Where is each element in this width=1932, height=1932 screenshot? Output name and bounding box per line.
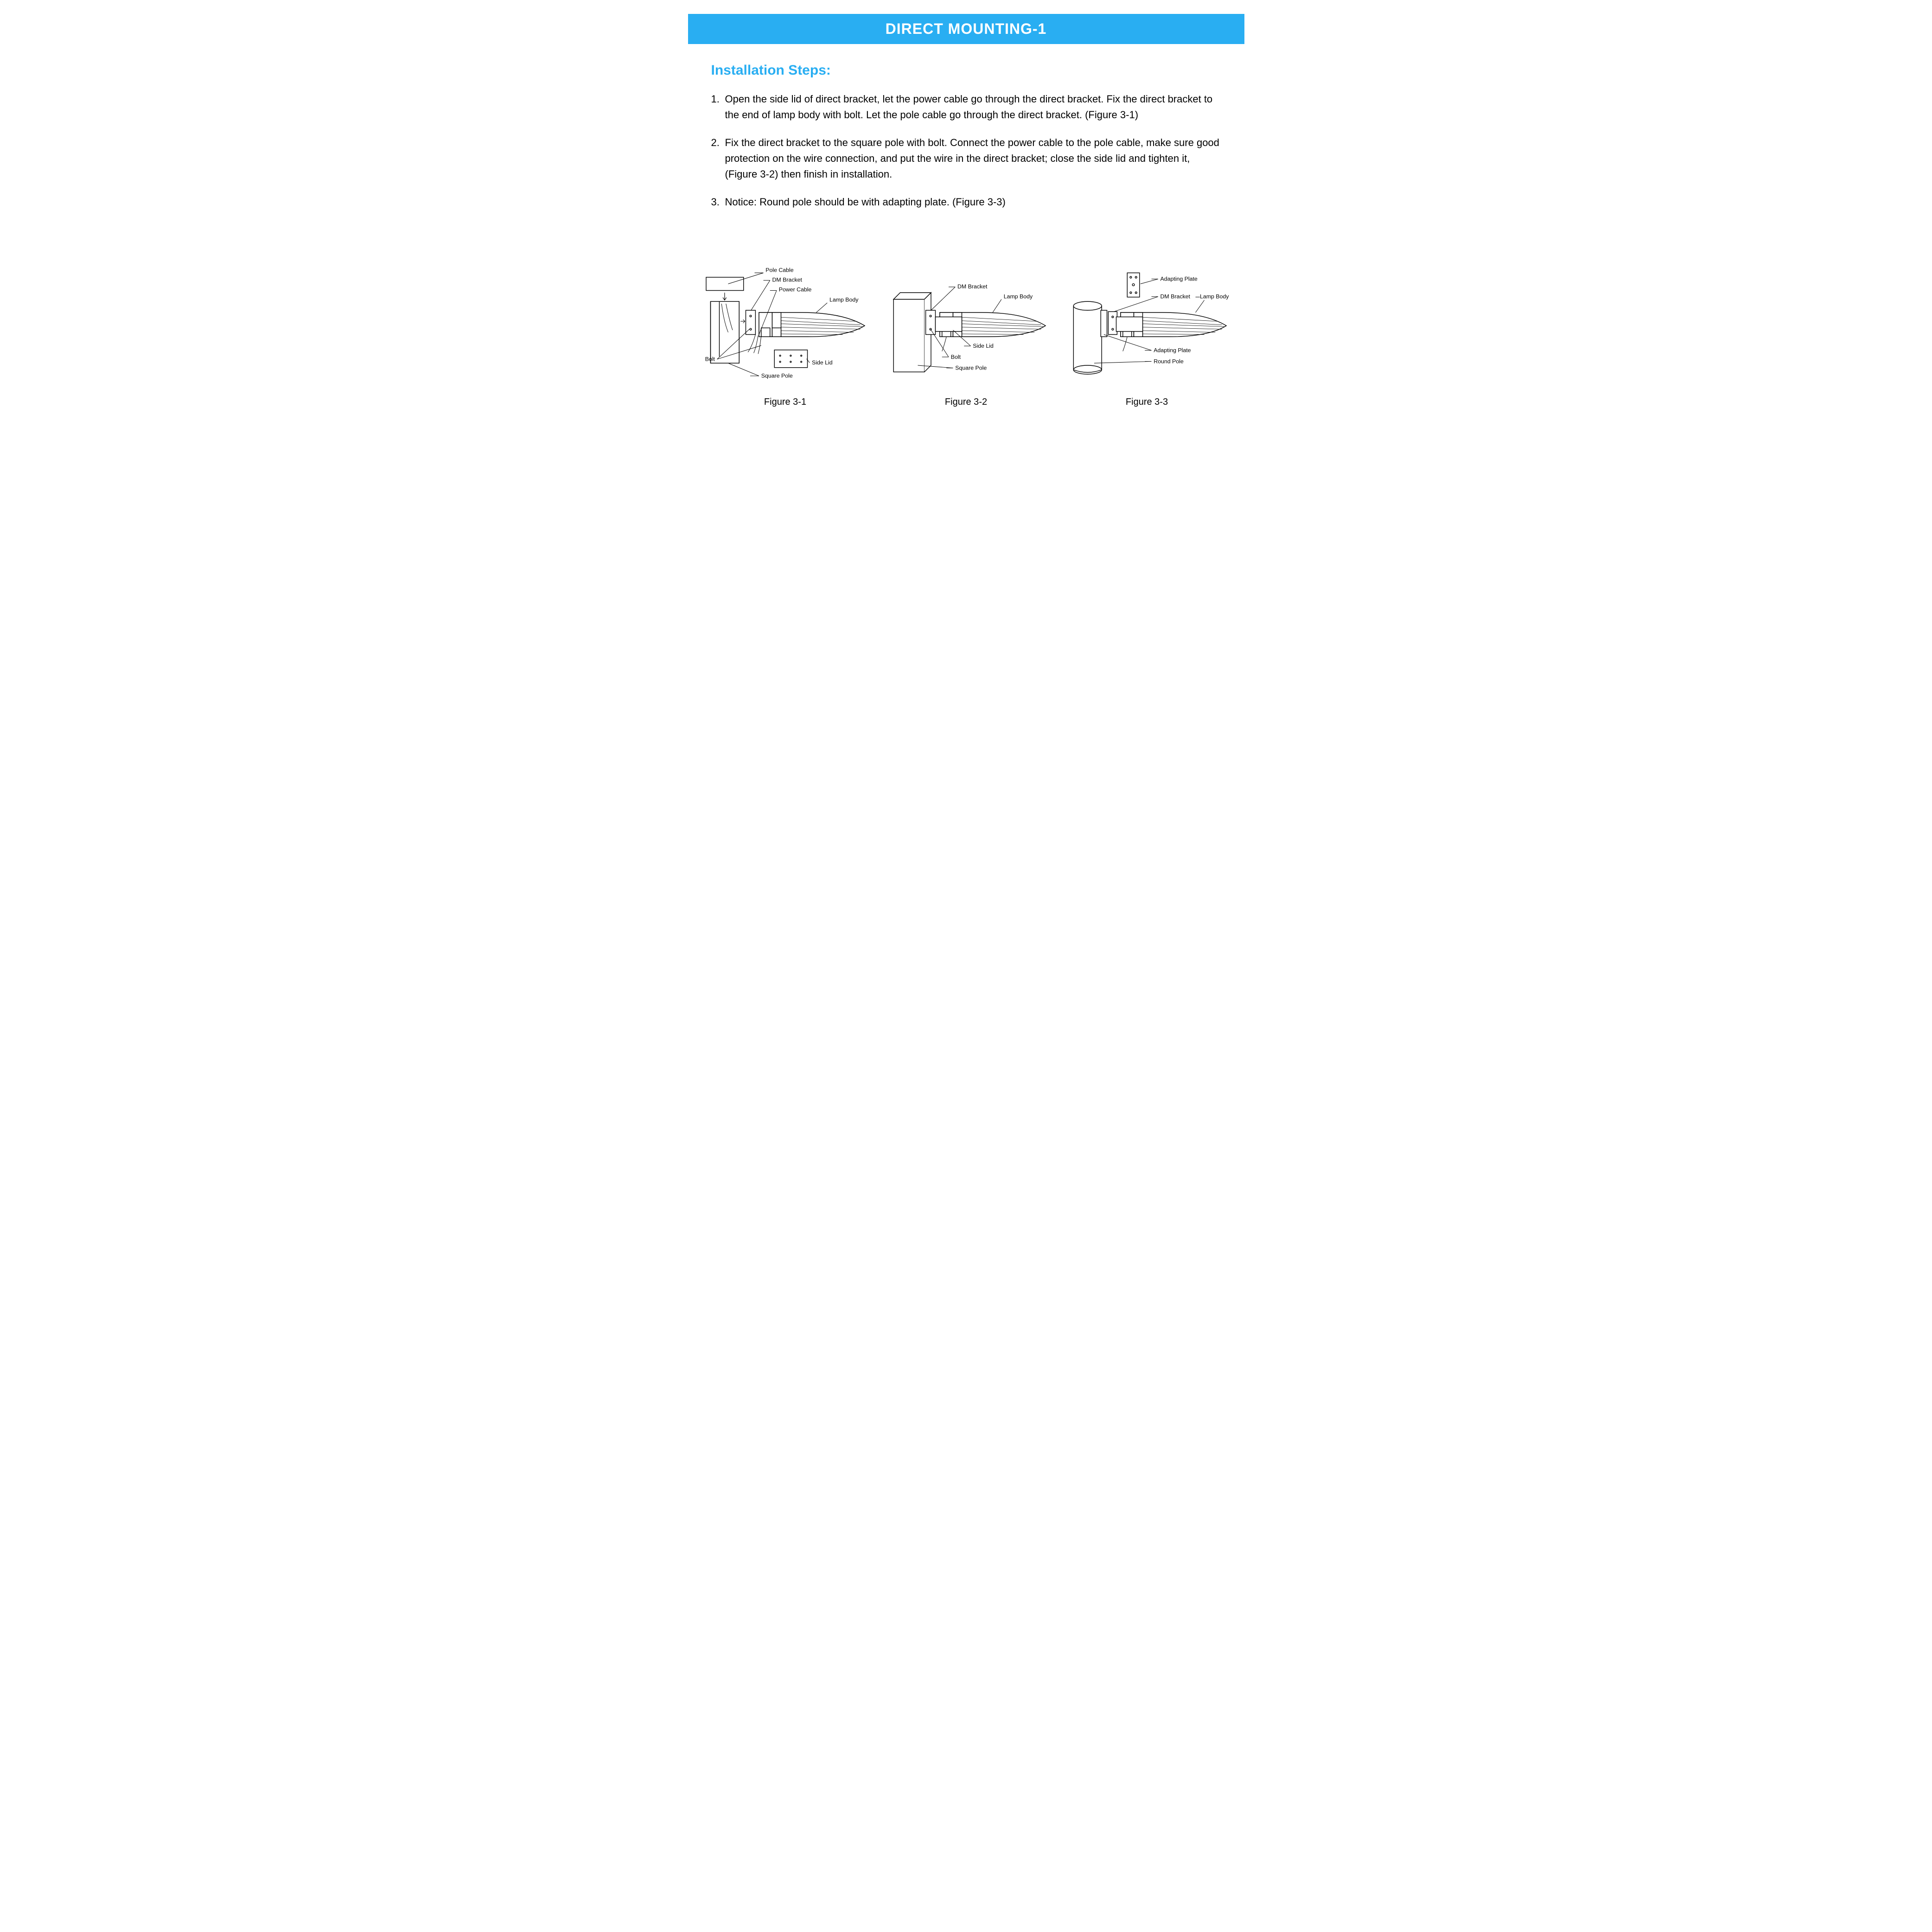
step-number: 1.: [711, 91, 725, 123]
label-square-pole: Square Pole: [955, 364, 987, 371]
label-lamp-body: Lamp Body: [1200, 293, 1229, 300]
step-item: 3. Notice: Round pole should be with ada…: [711, 194, 1221, 210]
figure-caption: Figure 3-2: [878, 397, 1054, 408]
figure-3-3: Adapting Plate DM Bracket Lamp Body Adap…: [1059, 260, 1235, 408]
label-dm-bracket: DM Bracket: [772, 276, 802, 283]
figure-3-1: Pole Cable DM Bracket Power Cable Lamp B…: [697, 260, 874, 408]
figure-3-2-svg: DM Bracket Lamp Body Side Lid Bolt Squar…: [878, 260, 1054, 392]
label-dm-bracket: DM Bracket: [957, 283, 988, 289]
label-adapting-plate-top: Adapting Plate: [1160, 275, 1197, 282]
label-round-pole: Round Pole: [1154, 358, 1184, 364]
content-area: Installation Steps: 1. Open the side lid…: [688, 44, 1244, 232]
page-banner: DIRECT MOUNTING-1: [688, 14, 1244, 44]
step-text: Fix the direct bracket to the square pol…: [725, 135, 1221, 182]
label-dm-bracket: DM Bracket: [1160, 293, 1190, 300]
figure-3-2: DM Bracket Lamp Body Side Lid Bolt Squar…: [878, 260, 1054, 408]
section-title: Installation Steps:: [711, 63, 1221, 78]
step-number: 3.: [711, 194, 725, 210]
step-item: 1. Open the side lid of direct bracket, …: [711, 91, 1221, 123]
label-lamp-body: Lamp Body: [1003, 293, 1033, 300]
label-side-lid: Side Lid: [973, 343, 994, 349]
figures-row: Pole Cable DM Bracket Power Cable Lamp B…: [688, 232, 1244, 426]
figure-3-3-svg: Adapting Plate DM Bracket Lamp Body Adap…: [1059, 260, 1235, 392]
figure-3-1-svg: Pole Cable DM Bracket Power Cable Lamp B…: [697, 260, 874, 392]
step-item: 2. Fix the direct bracket to the square …: [711, 135, 1221, 182]
label-square-pole: Square Pole: [761, 372, 792, 379]
label-bolt: Bolt: [950, 353, 961, 360]
label-bolt: Bolt: [705, 356, 715, 362]
figure-caption: Figure 3-1: [697, 397, 874, 408]
label-adapting-plate: Adapting Plate: [1154, 347, 1191, 353]
label-power-cable: Power Cable: [778, 286, 811, 293]
label-lamp-body: Lamp Body: [829, 296, 859, 303]
step-text: Notice: Round pole should be with adapti…: [725, 194, 1221, 210]
steps-list: 1. Open the side lid of direct bracket, …: [711, 91, 1221, 210]
step-text: Open the side lid of direct bracket, let…: [725, 91, 1221, 123]
figure-caption: Figure 3-3: [1059, 397, 1235, 408]
label-pole-cable: Pole Cable: [765, 267, 794, 273]
step-number: 2.: [711, 135, 725, 182]
label-side-lid: Side Lid: [812, 359, 833, 366]
